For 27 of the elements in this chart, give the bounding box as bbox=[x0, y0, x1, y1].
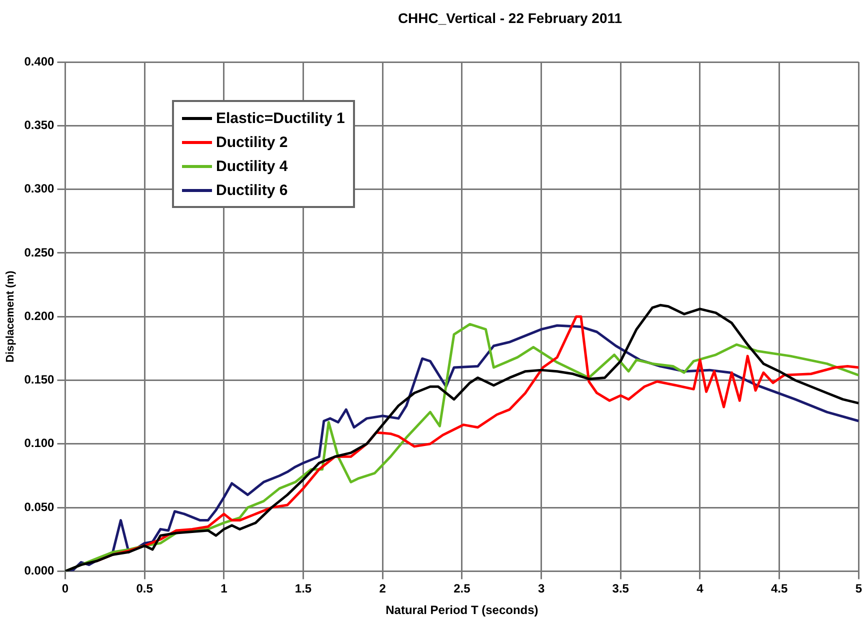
x-axis-title: Natural Period T (seconds) bbox=[386, 603, 538, 618]
chart-title: CHHC_Vertical - 22 February 2011 bbox=[396, 10, 624, 26]
y-tick-label: 0.050 bbox=[24, 500, 55, 514]
x-tick-label: 2.5 bbox=[454, 582, 471, 596]
y-tick-label: 0.000 bbox=[24, 564, 55, 578]
y-tick-label: 0.150 bbox=[24, 372, 55, 387]
y-tick-label: 0.250 bbox=[24, 245, 55, 260]
y-tick-label: 0.300 bbox=[24, 182, 55, 196]
x-tick-label: 1 bbox=[220, 582, 228, 596]
y-axis-title: Displacement (m) bbox=[4, 270, 17, 362]
y-tick-label: 0.100 bbox=[24, 436, 55, 450]
x-tick-label: 5 bbox=[855, 582, 862, 596]
legend-label: Elastic=Ductility 1 bbox=[216, 110, 345, 126]
y-tick-label: 0.350 bbox=[24, 118, 55, 132]
legend-label: Ductility 6 bbox=[216, 182, 288, 198]
y-tick-label: 0.400 bbox=[24, 54, 55, 68]
x-tick-label: 3.5 bbox=[612, 582, 630, 596]
legend-label: Ductility 2 bbox=[216, 134, 288, 150]
x-tick-label: 3 bbox=[538, 582, 545, 596]
y-tick-label: 0.200 bbox=[24, 308, 55, 323]
x-tick-label: 2 bbox=[379, 582, 386, 596]
x-tick-label: 0 bbox=[62, 582, 69, 596]
x-tick-label: 1.5 bbox=[294, 582, 312, 596]
x-tick-label: 4.5 bbox=[770, 582, 788, 596]
x-tick-label: 4 bbox=[696, 582, 704, 596]
legend-label: Ductility 4 bbox=[216, 158, 288, 174]
x-tick-label: 0.5 bbox=[136, 582, 154, 596]
